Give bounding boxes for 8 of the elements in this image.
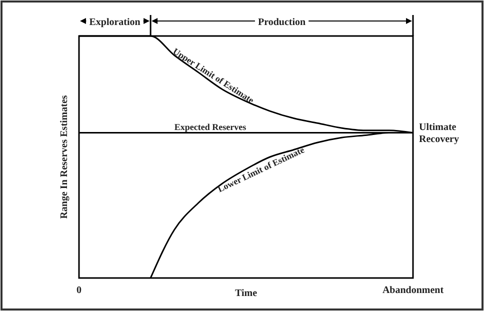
x-tick-label: 0 <box>76 285 82 296</box>
y-axis-title: Range In Reserves Estimates <box>59 95 70 219</box>
text: Exploration <box>89 17 141 28</box>
x-tick-label: Abandonment <box>382 285 444 296</box>
annotation: Ultimate Recovery <box>419 122 459 146</box>
x-axis-title: Time <box>234 288 258 299</box>
series-label: Expected Reserves <box>174 122 247 132</box>
text: Production <box>258 17 306 28</box>
